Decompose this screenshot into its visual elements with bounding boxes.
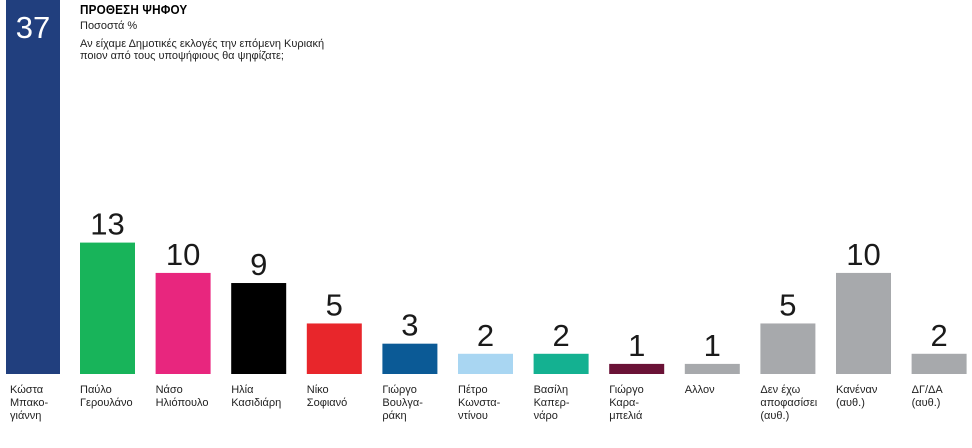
bar-8 (609, 363, 665, 374)
category-label-8: Γιώργο Καρα- μπελιά (609, 384, 644, 422)
bar-11 (836, 272, 891, 374)
category-label-10: Δεν έχω αποφασίσει (αυθ.) (760, 384, 818, 422)
bar-2 (155, 272, 211, 374)
bar-6 (458, 353, 513, 374)
bar-value-label-10: 5 (779, 287, 796, 322)
bar-value-label-0: 37 (16, 10, 50, 45)
chart-title: ΠΡΟΘΕΣΗ ΨΗΦΟΥ (80, 2, 188, 17)
category-label-6: Πέτρο Κωνστα- ντίνου (458, 384, 501, 422)
category-label-12: ΔΓ/ΔΑ (αυθ.) (911, 384, 943, 409)
bar-value-label-4: 5 (326, 287, 343, 322)
category-label-4: Νίκο Σοφιανό (306, 384, 348, 409)
chart-header: ΠΡΟΘΕΣΗ ΨΗΦΟΥ Ποσοστά % Αν είχαμε Δημοτι… (80, 2, 410, 62)
category-label-7: Βασίλη Καπερ- νάρο (533, 384, 570, 422)
bar-value-label-7: 2 (552, 318, 569, 353)
bar-value-label-1: 13 (90, 207, 124, 242)
bar-1 (80, 242, 135, 374)
category-label-0: Κώστα Μπακο- γιάννη (10, 384, 49, 422)
bar-value-label-12: 2 (930, 318, 947, 353)
bar-10 (760, 323, 816, 374)
bar-value-label-5: 3 (401, 308, 418, 343)
bar-5 (382, 343, 438, 374)
category-label-2: Νάσο Ηλιόπουλο (155, 384, 209, 409)
bar-4 (306, 323, 362, 374)
category-label-1: Παύλο Γερουλάνο (80, 384, 133, 409)
bar-9 (684, 363, 740, 374)
chart-subtitle: Ποσοστά % (80, 20, 138, 32)
bar-value-label-9: 1 (704, 328, 721, 363)
bar-7 (533, 353, 589, 374)
category-label-3: Ηλία Κασιδιάρη (231, 384, 282, 409)
bar-12 (911, 353, 967, 374)
bar-value-label-2: 10 (166, 237, 200, 272)
category-label-11: Κανέναν (αυθ.) (836, 384, 878, 409)
bar-value-label-8: 1 (628, 328, 645, 363)
bar-3 (231, 283, 287, 374)
bar-value-label-11: 10 (846, 237, 880, 272)
bar-value-label-3: 9 (250, 247, 267, 282)
category-label-5: Γιώργο Βουλγα- ράκη (382, 384, 423, 422)
chart-question: Αν είχαμε Δημοτικές εκλογές την επόμενη … (80, 38, 325, 62)
category-label-9: Αλλον (684, 384, 715, 396)
bar-value-label-6: 2 (477, 318, 494, 353)
bar-0 (6, 0, 60, 374)
